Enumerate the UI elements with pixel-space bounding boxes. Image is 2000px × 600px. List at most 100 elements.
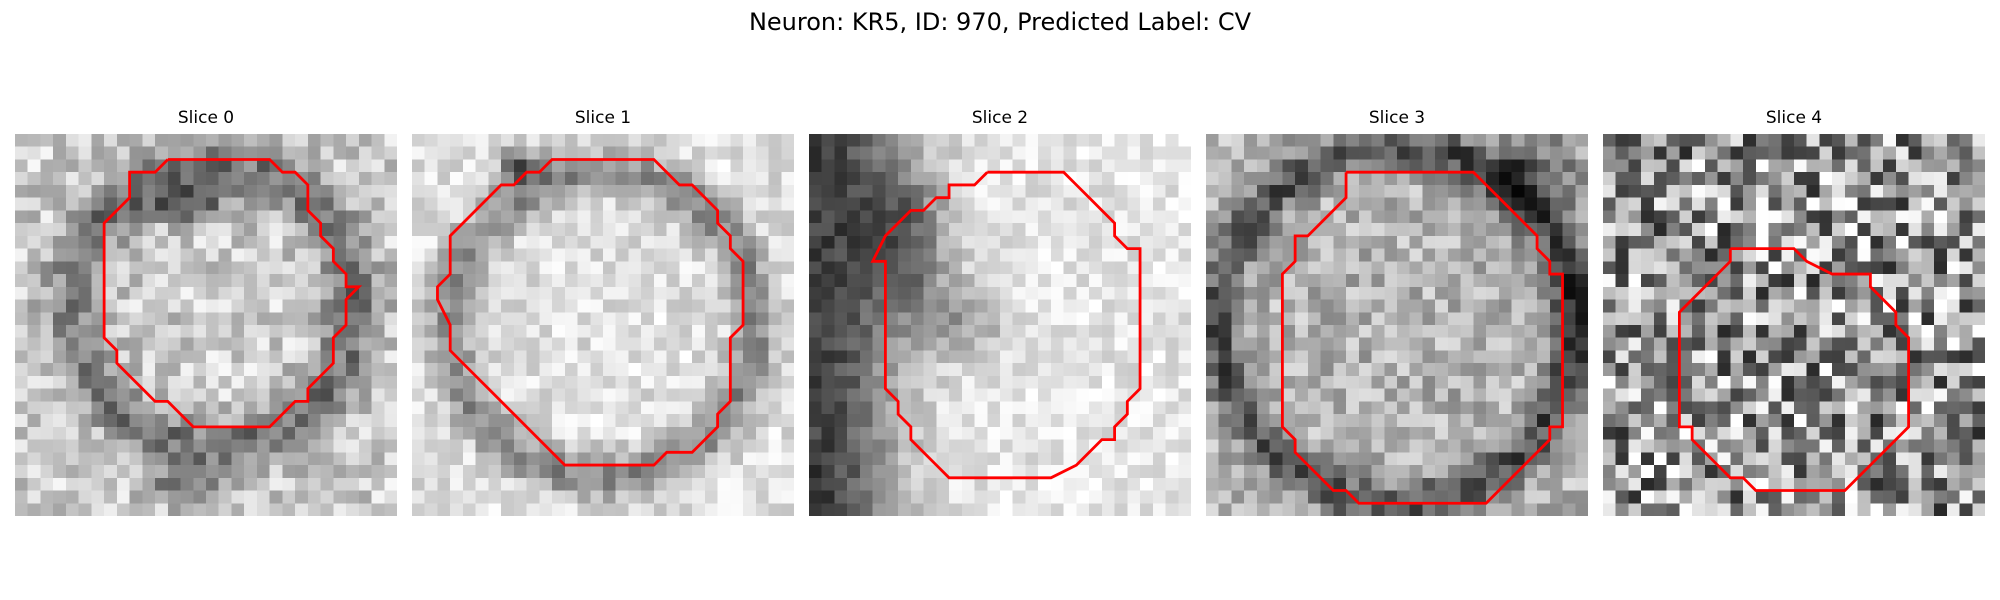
image-pixel xyxy=(27,350,41,364)
image-pixel xyxy=(1857,401,1871,415)
image-pixel xyxy=(552,235,566,249)
image-pixel xyxy=(1524,184,1538,198)
image-pixel xyxy=(717,184,731,198)
image-pixel xyxy=(91,235,105,249)
image-pixel xyxy=(193,146,207,160)
image-pixel xyxy=(1012,414,1026,428)
image-pixel xyxy=(526,375,540,389)
image-pixel xyxy=(1000,261,1013,275)
image-pixel xyxy=(78,325,92,338)
image-pixel xyxy=(488,363,502,377)
image-pixel xyxy=(1628,350,1642,364)
image-pixel xyxy=(513,426,527,440)
image-pixel xyxy=(577,159,591,173)
image-pixel xyxy=(1346,465,1360,479)
image-pixel xyxy=(1012,223,1026,237)
image-pixel xyxy=(1447,465,1461,479)
image-pixel xyxy=(1152,375,1166,389)
image-pixel xyxy=(1895,159,1909,173)
image-pixel xyxy=(526,299,540,313)
image-pixel xyxy=(885,312,899,326)
image-pixel xyxy=(781,325,794,338)
image-pixel xyxy=(1397,452,1410,466)
image-pixel xyxy=(1435,414,1449,428)
image-pixel xyxy=(974,261,988,275)
image-pixel xyxy=(539,426,553,440)
image-pixel xyxy=(104,146,118,160)
image-pixel xyxy=(78,337,92,351)
image-pixel xyxy=(1972,388,1985,402)
image-pixel xyxy=(1575,375,1588,389)
image-pixel xyxy=(872,146,886,160)
image-pixel xyxy=(282,477,296,491)
image-pixel xyxy=(1050,146,1064,160)
image-pixel xyxy=(1371,350,1385,364)
image-pixel xyxy=(539,503,553,516)
image-pixel xyxy=(450,452,464,466)
image-pixel xyxy=(1050,337,1064,351)
image-pixel xyxy=(488,146,502,160)
image-pixel xyxy=(1768,401,1782,415)
image-pixel xyxy=(193,388,207,402)
image-pixel xyxy=(1832,325,1846,338)
image-pixel xyxy=(1679,197,1693,211)
image-pixel xyxy=(1409,465,1423,479)
image-pixel xyxy=(307,388,321,402)
image-pixel xyxy=(1692,503,1706,516)
image-pixel xyxy=(1231,401,1245,415)
image-pixel xyxy=(987,197,1001,211)
slice-title: Slice 4 xyxy=(1765,108,1823,128)
image-pixel xyxy=(1486,299,1500,313)
image-pixel xyxy=(129,452,143,466)
image-pixel xyxy=(1038,210,1052,224)
slice-canvas xyxy=(1603,134,1985,516)
image-pixel xyxy=(781,414,794,428)
image-pixel xyxy=(424,184,438,198)
image-pixel xyxy=(1282,350,1296,364)
image-pixel xyxy=(384,350,397,364)
image-pixel xyxy=(1959,350,1973,364)
image-pixel xyxy=(1832,274,1846,288)
image-pixel xyxy=(1384,197,1398,211)
image-pixel xyxy=(1038,235,1052,249)
image-pixel xyxy=(1371,388,1385,402)
image-pixel xyxy=(1575,299,1588,313)
image-pixel xyxy=(424,426,438,440)
image-pixel xyxy=(1025,465,1039,479)
image-pixel xyxy=(949,401,963,415)
image-pixel xyxy=(1615,426,1629,440)
image-pixel xyxy=(987,325,1001,338)
image-pixel xyxy=(781,477,794,491)
image-pixel xyxy=(1473,223,1487,237)
image-pixel xyxy=(615,350,629,364)
image-pixel xyxy=(1358,337,1372,351)
image-pixel xyxy=(974,363,988,377)
image-pixel xyxy=(755,465,769,479)
image-pixel xyxy=(1641,235,1655,249)
image-pixel xyxy=(1320,299,1334,313)
image-pixel xyxy=(1641,223,1655,237)
image-pixel xyxy=(1206,312,1219,326)
image-pixel xyxy=(1435,248,1449,262)
image-pixel xyxy=(1844,184,1858,198)
image-pixel xyxy=(40,388,54,402)
image-pixel xyxy=(1870,439,1884,453)
image-pixel xyxy=(885,274,899,288)
image-pixel xyxy=(1025,363,1039,377)
image-pixel xyxy=(666,388,680,402)
image-pixel xyxy=(743,299,757,313)
image-pixel xyxy=(1908,477,1922,491)
image-pixel xyxy=(1089,210,1103,224)
image-pixel xyxy=(1063,299,1077,313)
image-pixel xyxy=(1603,490,1616,504)
image-pixel xyxy=(809,223,822,237)
image-pixel xyxy=(437,146,451,160)
image-pixel xyxy=(755,261,769,275)
image-pixel xyxy=(847,439,861,453)
image-pixel xyxy=(142,426,156,440)
image-pixel xyxy=(218,146,232,160)
image-pixel xyxy=(1346,503,1360,516)
image-pixel xyxy=(768,325,782,338)
image-pixel xyxy=(885,439,899,453)
image-pixel xyxy=(743,401,757,415)
